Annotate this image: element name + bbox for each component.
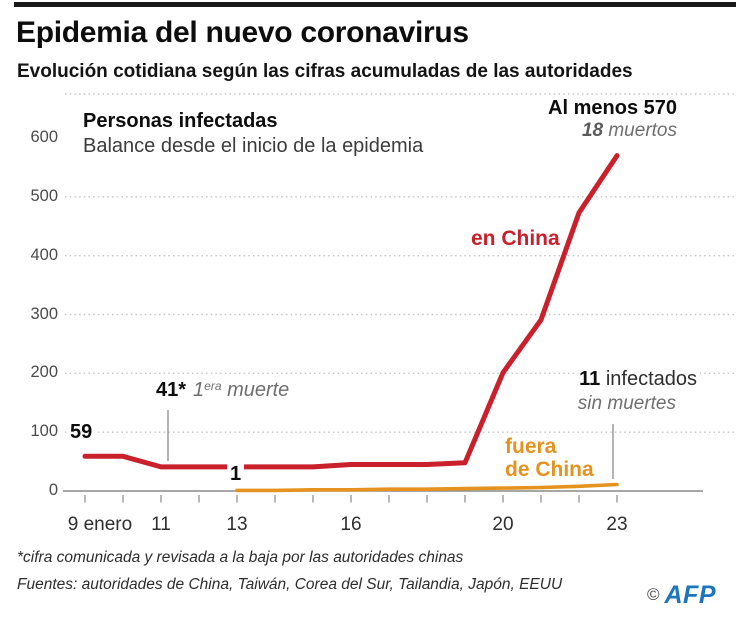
y-tick-label-100: 100 [30,422,58,441]
annotation-peak-value: Al menos 570 [548,97,677,119]
annotation-outside-end-text: infectados [605,368,697,390]
page-title: Epidemia del nuevo coronavirus [16,16,469,49]
series-label-outside-line1: fuera [505,435,557,458]
annotation-first-death-text: muerte [227,379,290,401]
annotation-peak-deaths-num: 18 [581,120,604,141]
x-tick-label-20: 20 [492,514,514,535]
copyright-symbol: © [646,585,660,604]
y-tick-label-500: 500 [30,186,58,205]
x-tick-label-23: 23 [606,514,628,535]
annotation-outside-end-num: 11 [579,368,601,390]
annotation-peak: Al menos 570 18 muertos [545,97,680,142]
y-tick-label-300: 300 [30,304,58,323]
top-bar [14,2,736,7]
afp-credit: © AFP [647,581,716,610]
annotation-start-value: 59 [67,421,96,444]
sources: Fuentes: autoridades de China, Taiwán, C… [17,576,563,593]
annotation-first-death-num: 1 [193,379,205,401]
chart-title: Personas infectadas [83,110,278,132]
series-label-china: en China [468,227,563,251]
series-label-outside-line2: de China [505,458,594,481]
y-tick-label-200: 200 [30,363,58,382]
y-tick-label-600: 600 [30,128,58,146]
chart-subtitle: Balance desde el inicio de la epidemia [83,135,424,157]
annotation-first-death-ordinal: era [204,379,222,393]
x-tick-label-13: 13 [226,514,248,535]
y-tick-label-0: 0 [48,481,58,499]
annotation-first-death: 41* 1era muerte [153,379,293,402]
annotation-outside-end-sub: sin muertes [574,393,679,415]
afp-logo: AFP [664,581,716,609]
y-tick-label-400: 400 [30,245,58,264]
x-tick-label-11: 11 [151,514,171,535]
annotation-peak-deaths-text: muertos [608,120,677,141]
series-line-china [82,153,620,470]
x-tick-label-16: 16 [340,514,362,535]
x-tick-label-9: 9 enero [67,514,133,535]
series-label-outside: fuera de China [502,435,597,481]
annotation-outside-end: 11 infectados [576,368,700,391]
chart-title-block: Personas infectadas Balance desde el ini… [80,109,427,159]
series-line-outside [235,482,619,493]
annotation-first-death-value: 41* [156,379,187,401]
annotation-outside-start: 1 [227,463,245,486]
footnote: *cifra comunicada y revisada a la baja p… [17,549,464,566]
page-subtitle: Evolución cotidiana según las cifras acu… [17,61,633,82]
